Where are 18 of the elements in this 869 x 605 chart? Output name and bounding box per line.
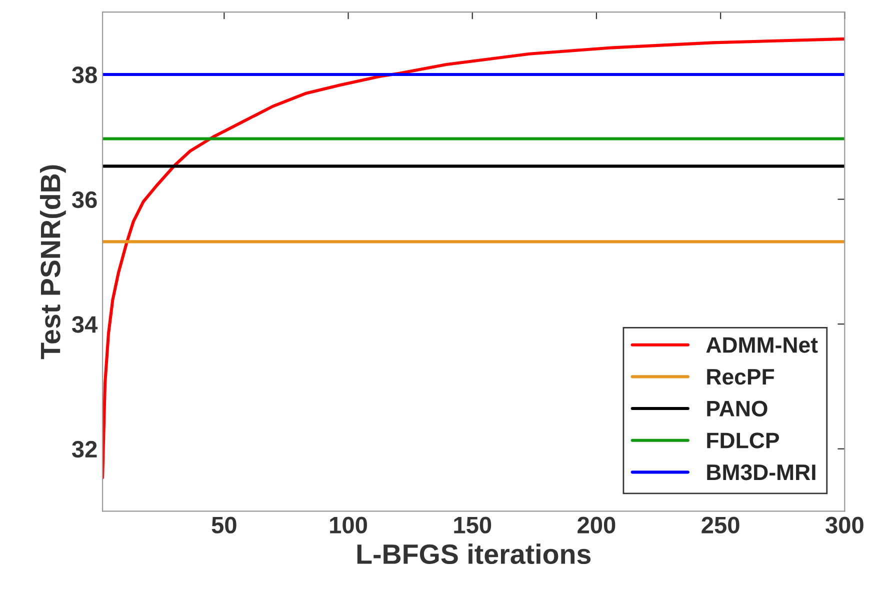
legend-label: BM3D-MRI: [707, 464, 816, 480]
legend-label: PANO: [707, 400, 768, 417]
legend-label: ADMM-Net: [706, 337, 818, 353]
y-tick-label: 38: [72, 66, 97, 84]
x-axis-title: L-BFGS iterations: [357, 544, 591, 564]
x-tick-label: 100: [330, 516, 367, 534]
y-tick-label: 34: [72, 316, 98, 333]
x-tick-label: 200: [578, 516, 616, 534]
y-tick-label: 36: [72, 191, 97, 208]
legend-label: FDLCP: [707, 432, 779, 448]
x-tick-label: 250: [702, 516, 740, 534]
x-tick-label: 50: [212, 516, 236, 534]
y-tick-label: 32: [72, 440, 97, 458]
line-series: [102, 37, 845, 480]
x-tick-label: 300: [826, 516, 864, 534]
legend-label: RecPF: [707, 369, 774, 385]
x-tick-label: 150: [454, 516, 492, 534]
y-axis-title: Test PSNR(dB): [40, 165, 66, 360]
